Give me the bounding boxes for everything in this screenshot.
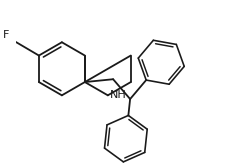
Text: F: F <box>3 31 10 40</box>
Text: NH: NH <box>110 90 126 100</box>
